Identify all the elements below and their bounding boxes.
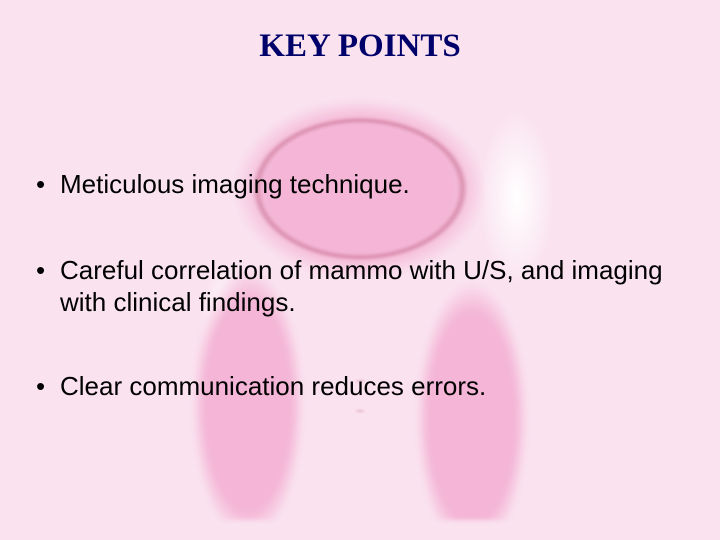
slide-title: KEY POINTS: [0, 28, 720, 65]
bullet-item: Meticulous imaging technique.: [32, 168, 680, 200]
bullet-text: Clear communication reduces errors.: [60, 371, 486, 401]
bullet-text: Meticulous imaging technique.: [60, 169, 410, 199]
bullet-text: Careful correlation of mammo with U/S, a…: [60, 255, 663, 317]
slide: KEY POINTS Meticulous imaging technique.…: [0, 0, 720, 540]
bullet-item: Clear communication reduces errors.: [32, 370, 680, 402]
bullet-item: Careful correlation of mammo with U/S, a…: [32, 254, 680, 318]
bullet-list: Meticulous imaging technique. Careful co…: [32, 168, 680, 402]
